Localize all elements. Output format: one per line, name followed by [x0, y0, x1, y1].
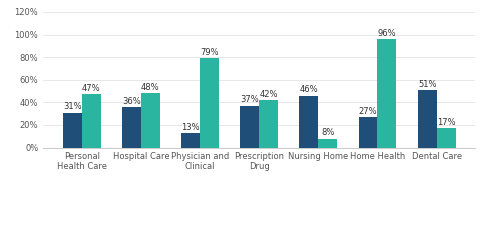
Text: 96%: 96%	[378, 29, 396, 38]
Text: 79%: 79%	[200, 48, 219, 57]
Bar	[318, 139, 337, 148]
Legend: Prices Growth, Utilization Growth (net pop): Prices Growth, Utilization Growth (net p…	[144, 236, 374, 238]
Text: 42%: 42%	[259, 90, 278, 99]
Bar	[359, 117, 377, 148]
Bar	[82, 94, 101, 148]
Bar	[259, 100, 278, 148]
Text: 47%: 47%	[82, 84, 100, 93]
Text: 27%: 27%	[359, 107, 377, 116]
Text: 13%: 13%	[181, 123, 200, 132]
Text: 37%: 37%	[240, 95, 259, 104]
Text: 17%: 17%	[437, 118, 456, 127]
Bar	[300, 96, 318, 148]
Text: 51%: 51%	[418, 79, 436, 89]
Text: 36%: 36%	[122, 96, 141, 105]
Bar	[437, 128, 456, 148]
Text: 8%: 8%	[321, 128, 335, 137]
Bar	[240, 106, 259, 148]
Bar	[63, 113, 82, 148]
Bar	[200, 58, 219, 148]
Bar	[418, 90, 437, 148]
Bar	[377, 39, 396, 148]
Bar	[181, 133, 200, 148]
Bar	[141, 93, 160, 148]
Bar	[122, 107, 141, 148]
Text: 46%: 46%	[300, 85, 318, 94]
Text: 48%: 48%	[141, 83, 160, 92]
Text: 31%: 31%	[63, 102, 82, 111]
